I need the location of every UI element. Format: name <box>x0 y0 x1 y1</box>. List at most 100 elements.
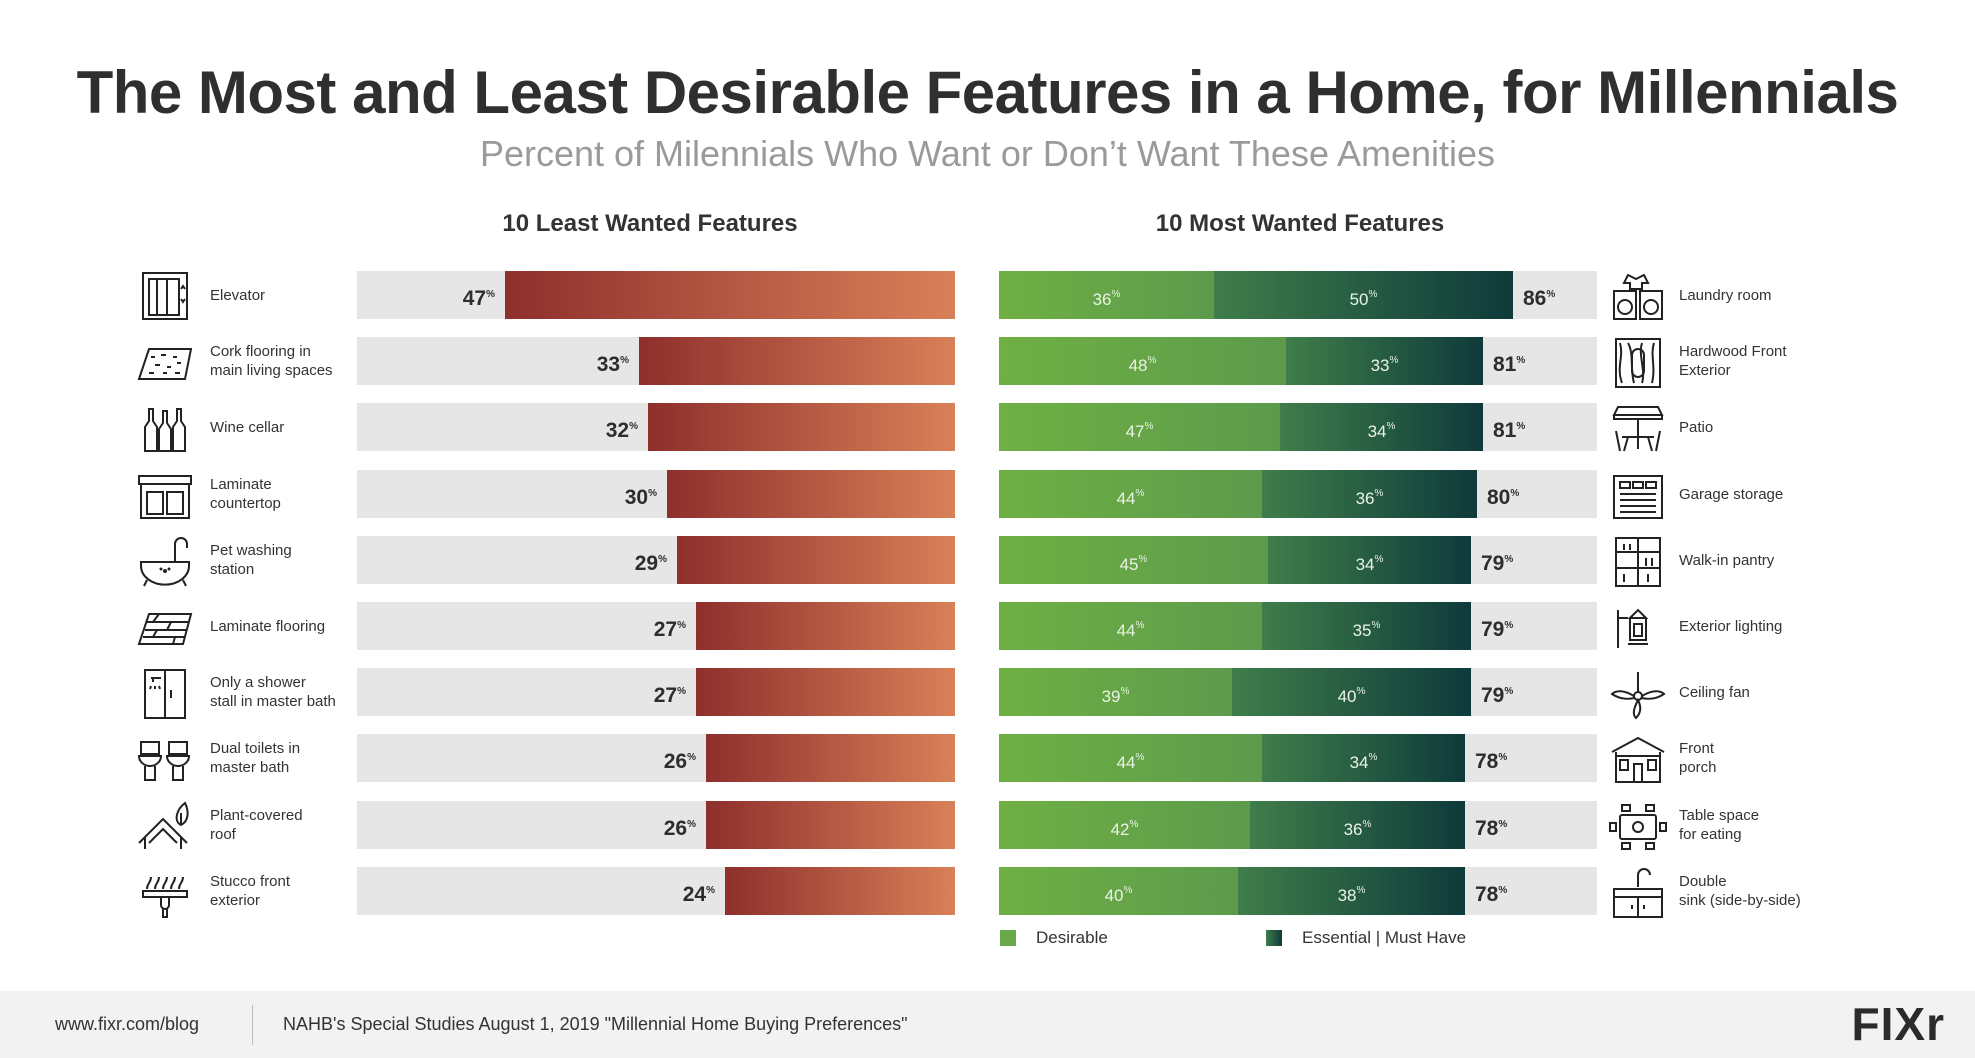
least-bar-value: 33% <box>596 353 629 376</box>
least-bar <box>725 867 955 915</box>
desirable-bar-value: 44% <box>1116 620 1145 640</box>
least-feature-label: Only a shower stall in master bath <box>210 674 336 710</box>
least-bar-value: 27% <box>653 684 686 707</box>
most-feature-label: Patio <box>1679 418 1714 436</box>
table-row: Plant-covered roof 26% 42% 36% 78% Table spac… <box>0 801 1975 850</box>
desirable-bar <box>999 801 1250 849</box>
table-row: Laminate flooring 27% 44% 35% 79% Exterior li… <box>0 602 1975 650</box>
desirable-bar <box>999 867 1238 915</box>
desirable-bar-value: 36% <box>1092 289 1121 309</box>
least-feature-label: Wine cellar <box>210 418 285 436</box>
exterior-light-icon <box>1608 600 1668 654</box>
least-bar-value: 29% <box>634 552 667 575</box>
desirable-bar-value: 44% <box>1116 752 1145 772</box>
most-feature-label: Walk-in pantry <box>1679 551 1775 569</box>
least-feature-label: Dual toilets in master bath <box>210 740 301 776</box>
essential-bar <box>1268 536 1471 584</box>
essential-bar <box>1262 470 1477 518</box>
table-row: Elevator 47% 36% 50% 86% Laundry room <box>0 271 1975 320</box>
footer-divider <box>252 1005 253 1045</box>
desirable-bar <box>999 403 1280 451</box>
footer: www.fixr.com/blog NAHB's Special Studies… <box>0 991 1975 1058</box>
essential-bar-value: 34% <box>1367 421 1396 441</box>
table-row: Laminate countertop 30% 44% 36% 80% Garage st… <box>0 470 1975 519</box>
footer-source: NAHB's Special Studies August 1, 2019 "M… <box>283 1014 908 1034</box>
desirable-bar-value: 45% <box>1119 554 1148 574</box>
desirable-bar-value: 39% <box>1101 686 1130 706</box>
desirable-bar <box>999 337 1286 385</box>
elevator-icon <box>135 269 195 323</box>
legend-essential-swatch <box>1266 930 1282 946</box>
essential-bar-value: 34% <box>1349 752 1378 772</box>
most-bar-total: 78% <box>1475 883 1508 906</box>
most-feature-label: Garage storage <box>1679 485 1784 503</box>
essential-bar-value: 40% <box>1337 686 1366 706</box>
stucco-icon <box>135 865 195 919</box>
least-bar-value: 27% <box>653 618 686 641</box>
least-bar-value: 30% <box>624 486 657 509</box>
essential-bar-value: 50% <box>1349 289 1378 309</box>
legend-desirable-label: Desirable <box>1036 928 1108 947</box>
least-feature-label: Laminate countertop <box>210 476 281 512</box>
desirable-bar <box>999 536 1268 584</box>
table-row: Pet washing station 29% 45% 34% 79% Walk-in p… <box>0 536 1975 587</box>
least-bar <box>505 271 955 319</box>
essential-bar <box>1250 801 1465 849</box>
essential-bar <box>1280 403 1483 451</box>
least-bar-value: 24% <box>682 883 715 906</box>
legend-essential-label: Essential | Must Have <box>1302 928 1467 947</box>
desirable-bar <box>999 668 1232 716</box>
table-row: Only a shower stall in master bath 27% 39%… <box>0 668 1975 720</box>
table-row: Cork flooring in main living spaces 33% 48… <box>0 337 1975 388</box>
least-bar <box>677 536 955 584</box>
least-bar <box>696 668 955 716</box>
essential-bar-value: 33% <box>1370 355 1399 375</box>
most-feature-label: Hardwood Front Exterior <box>1679 343 1787 379</box>
least-bar-value: 32% <box>605 419 638 442</box>
laminate-countertop-icon <box>135 468 195 522</box>
desirable-bar-value: 44% <box>1116 488 1145 508</box>
plant-roof-icon <box>135 799 195 853</box>
footer-website[interactable]: www.fixr.com/blog <box>55 1014 200 1034</box>
essential-bar <box>1214 271 1513 319</box>
fixr-logo[interactable]: FIXr <box>1851 998 1945 1050</box>
desirable-bar <box>999 734 1262 782</box>
most-feature-label: Exterior lighting <box>1679 617 1783 635</box>
least-bar-value: 26% <box>663 817 696 840</box>
table-row: Dual toilets in master bath 26% 44% 34% 78% F… <box>0 734 1975 783</box>
desirable-bar-value: 48% <box>1128 355 1157 375</box>
essential-bar-value: 34% <box>1355 554 1384 574</box>
essential-bar-value: 38% <box>1337 885 1366 905</box>
essential-bar-value: 36% <box>1343 819 1372 839</box>
essential-bar-value: 35% <box>1352 620 1381 640</box>
least-feature-label: Laminate flooring <box>210 617 326 635</box>
essential-bar <box>1262 602 1471 650</box>
most-feature-label: Laundry room <box>1679 286 1772 304</box>
pantry-icon <box>1608 534 1668 588</box>
most-bar-total: 81% <box>1493 419 1526 442</box>
dining-table-icon <box>1608 799 1668 853</box>
chart-subtitle: Percent of Milennials Who Want or Don’t … <box>479 133 1496 174</box>
most-bar-total: 79% <box>1481 618 1514 641</box>
least-feature-label: Pet washing station <box>210 542 292 578</box>
least-wanted-title: 10 Least Wanted Features <box>502 210 798 237</box>
least-bar <box>696 602 955 650</box>
most-bar-total: 79% <box>1481 552 1514 575</box>
essential-bar <box>1238 867 1465 915</box>
essential-bar <box>1262 734 1465 782</box>
pet-washing-icon <box>135 534 195 588</box>
desirable-bar-value: 42% <box>1110 819 1139 839</box>
essential-bar-value: 36% <box>1355 488 1384 508</box>
least-bar <box>706 801 955 849</box>
least-bar-value: 26% <box>663 750 696 773</box>
most-bar-total: 78% <box>1475 750 1508 773</box>
desirable-bar <box>999 602 1262 650</box>
desirable-bar <box>999 271 1214 319</box>
desirable-bar-value: 40% <box>1104 885 1133 905</box>
hardwood-door-icon <box>1608 335 1668 389</box>
most-bar-total: 80% <box>1487 486 1520 509</box>
laundry-icon <box>1608 269 1668 323</box>
least-bar <box>639 337 955 385</box>
least-feature-label: Stucco front exterior <box>210 873 291 909</box>
most-bar-total: 78% <box>1475 817 1508 840</box>
